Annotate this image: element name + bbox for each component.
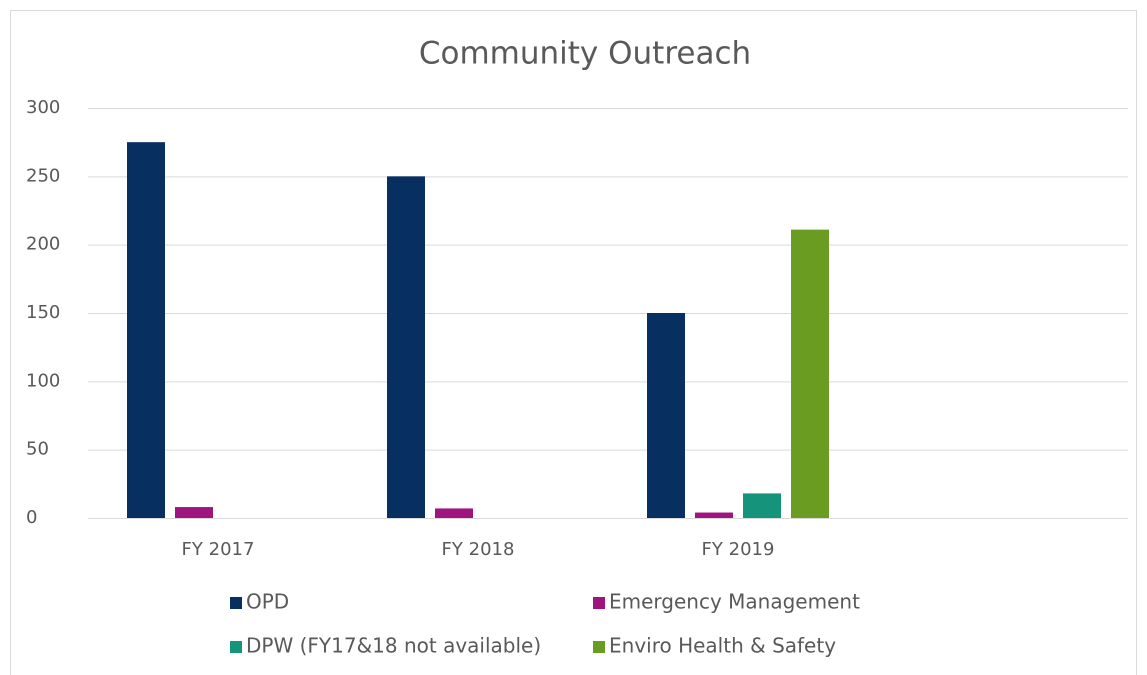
bar xyxy=(647,313,685,518)
x-tick-label: FY 2019 xyxy=(702,539,775,560)
y-tick-label: 50 xyxy=(26,439,49,460)
legend-swatch xyxy=(593,641,605,653)
chart-title: Community Outreach xyxy=(419,36,751,72)
legend-label: Emergency Management xyxy=(609,590,860,614)
y-tick-label: 300 xyxy=(26,97,60,118)
legend-label: OPD xyxy=(246,590,289,614)
bar xyxy=(695,512,733,518)
legend-swatch xyxy=(593,597,605,609)
legend-swatch xyxy=(230,641,242,653)
legend-label: Enviro Health & Safety xyxy=(609,634,836,658)
bar xyxy=(435,508,473,518)
bar xyxy=(791,229,829,518)
bar xyxy=(175,507,213,518)
bar xyxy=(743,493,781,518)
bar xyxy=(387,176,425,519)
legend-swatch xyxy=(230,597,242,609)
x-tick-label: FY 2018 xyxy=(442,539,515,560)
y-tick-label: 200 xyxy=(26,234,60,255)
bar xyxy=(127,142,165,518)
legend-label: DPW (FY17&18 not available) xyxy=(246,634,541,658)
x-tick-label: FY 2017 xyxy=(182,539,255,560)
y-tick-label: 100 xyxy=(26,370,60,391)
y-tick-label: 150 xyxy=(26,302,60,323)
y-tick-label: 250 xyxy=(26,165,60,186)
y-tick-label: 0 xyxy=(26,507,37,528)
chart-frame xyxy=(10,10,1137,675)
